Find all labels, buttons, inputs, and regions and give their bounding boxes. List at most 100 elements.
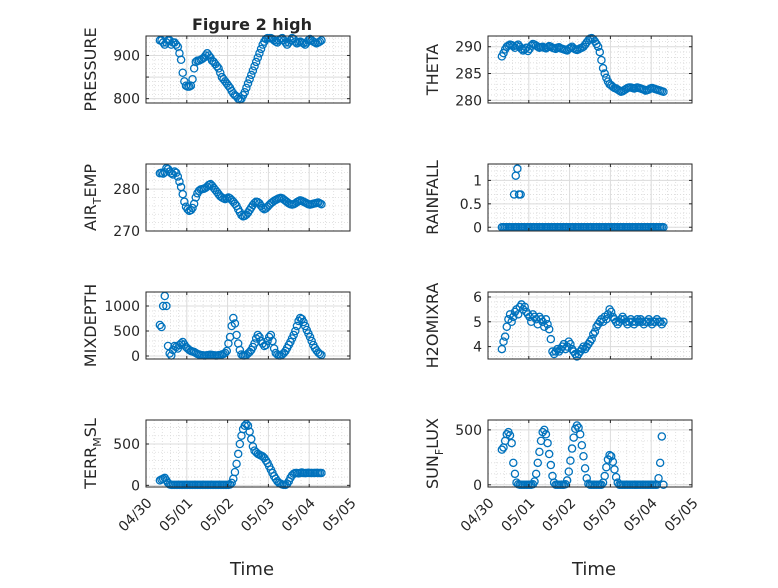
- data-point: [606, 451, 616, 461]
- data-point: [171, 168, 181, 178]
- data-point: [240, 87, 249, 97]
- data-point: [305, 332, 315, 342]
- x-axis-label-left: Time: [229, 559, 274, 580]
- data-point: [567, 444, 577, 453]
- axes-frame: [487, 291, 693, 360]
- data-point: [535, 447, 544, 457]
- data-point: [507, 438, 516, 448]
- axes-frame: [145, 419, 351, 488]
- data-point: [255, 332, 264, 342]
- data-point: [602, 462, 611, 472]
- data-point: [291, 326, 300, 336]
- y-tick-label: 270: [113, 224, 140, 240]
- data-point: [191, 193, 201, 202]
- data-point: [307, 336, 316, 346]
- data-point: [659, 480, 668, 490]
- data-point: [292, 321, 302, 331]
- data-point: [659, 317, 668, 327]
- data-point: [315, 37, 325, 46]
- data-point: [180, 197, 189, 206]
- data-point: [546, 460, 556, 470]
- data-point: [155, 320, 165, 330]
- data-point: [183, 204, 192, 214]
- y-tick-label: 0.5: [460, 197, 482, 213]
- data-point: [157, 322, 166, 332]
- data-point: [245, 74, 254, 84]
- y-tick-label: 1: [473, 173, 482, 189]
- data-point: [520, 302, 529, 312]
- y-tick-label: 1000: [104, 299, 140, 315]
- data-point: [562, 476, 572, 485]
- data-point: [654, 473, 663, 483]
- y-tick-label: 500: [455, 423, 482, 439]
- data-point: [509, 458, 518, 468]
- data-point: [261, 340, 271, 350]
- data-point: [232, 459, 241, 469]
- y-tick-label: 900: [113, 48, 140, 64]
- data-point: [509, 312, 518, 322]
- data-point: [247, 70, 256, 80]
- data-point: [499, 337, 508, 346]
- data-point: [505, 431, 515, 440]
- data-point: [230, 319, 240, 328]
- axes-frame: [145, 291, 351, 360]
- data-point: [507, 317, 516, 327]
- data-series: [497, 33, 668, 96]
- data-point: [600, 69, 609, 78]
- data-point: [162, 301, 171, 311]
- data-point: [541, 315, 551, 324]
- data-point: [587, 334, 596, 344]
- y-axis-label: RAINFALL: [423, 160, 442, 235]
- y-tick-label: 500: [113, 437, 140, 453]
- data-point: [659, 87, 668, 96]
- data-point: [256, 44, 266, 54]
- data-point: [220, 348, 230, 358]
- data-point: [597, 480, 606, 490]
- y-tick-label: 0: [473, 478, 482, 494]
- data-point: [317, 36, 326, 45]
- data-point: [158, 301, 168, 311]
- data-series: [155, 33, 326, 104]
- data-point: [546, 334, 556, 344]
- y-axis-label: THETA: [423, 44, 442, 96]
- y-tick-label: 280: [455, 93, 482, 109]
- data-point: [600, 471, 609, 481]
- data-point: [255, 49, 264, 58]
- data-point: [655, 458, 665, 468]
- data-point: [281, 38, 290, 47]
- data-point: [543, 438, 552, 448]
- data-point: [171, 40, 181, 49]
- axes-frame: [145, 163, 351, 232]
- data-point: [315, 349, 325, 359]
- data-point: [543, 320, 552, 329]
- data-series: [155, 163, 326, 221]
- data-point: [233, 449, 243, 459]
- data-point: [497, 445, 507, 454]
- y-axis-label: H2OMIXRA: [423, 283, 442, 369]
- y-axis-label: TERRMSL: [81, 418, 104, 490]
- y-tick-label: 280: [113, 182, 140, 198]
- x-axis-label-right: Time: [571, 559, 616, 580]
- data-point: [541, 430, 551, 439]
- y-tick-label: 0: [131, 478, 140, 494]
- axes-frame: [487, 35, 693, 104]
- data-point: [229, 313, 238, 323]
- data-point: [606, 307, 616, 317]
- data-point: [579, 451, 588, 461]
- data-series: [497, 300, 668, 361]
- data-point: [250, 62, 259, 71]
- data-point: [188, 203, 197, 213]
- y-tick-label: 4: [473, 340, 482, 356]
- data-point: [569, 433, 578, 442]
- figure-title: Figure 2 high: [192, 15, 312, 34]
- axes-frame: [487, 419, 693, 488]
- data-point: [533, 458, 543, 468]
- data-point: [577, 441, 587, 450]
- y-tick-label: 6: [473, 290, 482, 306]
- data-point: [216, 68, 225, 77]
- data-point: [240, 421, 249, 431]
- data-point: [593, 42, 603, 51]
